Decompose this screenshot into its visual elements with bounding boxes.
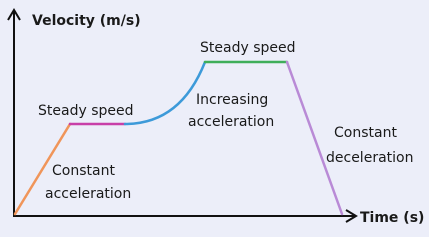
x-arrow <box>345 209 358 223</box>
axes <box>7 8 358 223</box>
label: Steady speed <box>38 103 133 119</box>
label: Steady speed <box>200 40 295 56</box>
graph-line <box>13 60 344 216</box>
segment-deceleration <box>285 60 344 216</box>
segment-increasing <box>123 60 207 126</box>
label: deceleration <box>326 150 413 166</box>
label: acceleration <box>45 186 131 202</box>
label: Constant <box>52 163 115 179</box>
segment-acceleration <box>13 122 72 216</box>
y-axis-label: Velocity (m/s) <box>32 13 141 29</box>
x-axis-label: Time (s) <box>360 210 424 226</box>
label: Constant <box>334 125 397 141</box>
label: Increasing <box>196 92 268 108</box>
label: acceleration <box>188 114 274 130</box>
y-arrow <box>7 8 21 21</box>
